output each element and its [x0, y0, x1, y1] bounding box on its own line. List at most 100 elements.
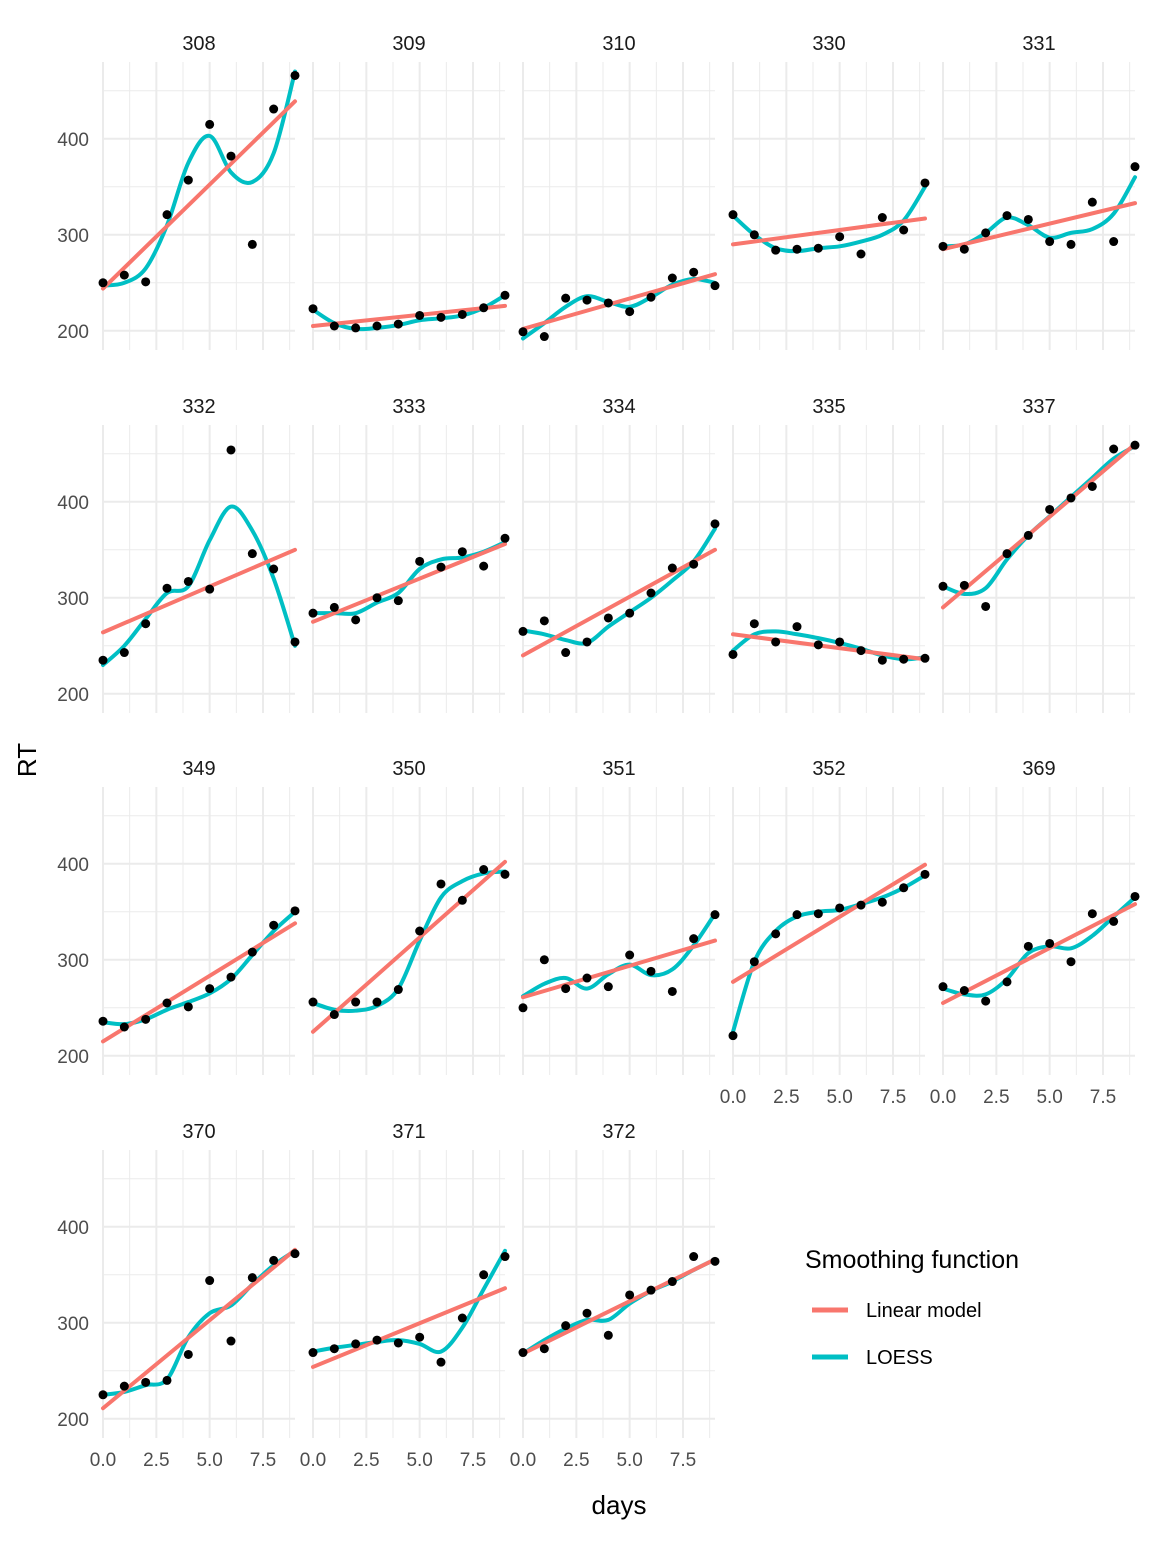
data-point [1130, 162, 1140, 172]
data-point [479, 865, 489, 875]
data-point [1045, 938, 1055, 948]
data-point [457, 1313, 467, 1323]
data-point [479, 303, 489, 313]
data-point [351, 997, 361, 1007]
panel-370: 370 200 300 400 0.0 2.5 5.0 7.5 [57, 1121, 300, 1471]
data-point [710, 281, 720, 291]
data-point [539, 616, 549, 626]
data-point [479, 561, 489, 571]
data-point [500, 533, 510, 543]
y-tick-label: 300 [57, 1314, 89, 1335]
data-point [329, 321, 339, 331]
data-point [290, 1249, 300, 1259]
data-point [959, 986, 969, 996]
y-tick-label: 200 [57, 685, 89, 706]
data-point [728, 210, 738, 220]
y-tick-label: 400 [57, 130, 89, 151]
data-point [646, 588, 656, 598]
loess-line [731, 184, 927, 254]
data-point [1002, 211, 1012, 221]
data-point [415, 1332, 425, 1342]
y-tick-label: 200 [57, 1047, 89, 1068]
panel-title: 352 [812, 758, 845, 780]
data-point [899, 654, 909, 664]
x-axis-title: days [592, 1490, 647, 1520]
data-point [436, 1357, 446, 1367]
data-point [457, 547, 467, 557]
data-point [625, 950, 635, 960]
panel-title: 308 [182, 33, 215, 55]
x-tick-label: 0.0 [300, 1450, 326, 1471]
data-point [539, 332, 549, 342]
data-point [835, 232, 845, 242]
data-point [247, 947, 257, 957]
data-point [415, 926, 425, 936]
data-point [710, 519, 720, 529]
data-point [792, 244, 802, 254]
x-tick-label: 7.5 [880, 1087, 906, 1108]
x-tick-label: 7.5 [460, 1450, 486, 1471]
data-point [877, 655, 887, 665]
data-point [646, 1285, 656, 1295]
data-point [119, 648, 129, 658]
panel-334: 334 [518, 396, 720, 713]
data-point [329, 1010, 339, 1020]
panel-title: 337 [1022, 396, 1055, 418]
x-tick-label: 5.0 [1036, 1087, 1062, 1108]
data-point [162, 1375, 172, 1385]
data-point [877, 213, 887, 223]
y-tick-label: 200 [57, 1410, 89, 1431]
data-point [603, 613, 613, 623]
data-point [561, 1321, 571, 1331]
data-point [771, 929, 781, 939]
data-point [205, 119, 215, 129]
data-point [269, 564, 279, 574]
data-point [938, 581, 948, 591]
data-point [518, 327, 528, 337]
panel-title: 332 [182, 396, 215, 418]
loess-line [521, 526, 717, 646]
panel-title: 331 [1022, 33, 1055, 55]
data-point [205, 984, 215, 994]
panels-layer: 308 200 300 400 309 310 330 331 332 200 300 400 333 3… [57, 33, 1140, 1471]
data-point [1087, 909, 1097, 919]
panel-title: 334 [602, 396, 635, 418]
legend-label: LOESS [866, 1347, 933, 1369]
data-point [1066, 957, 1076, 967]
loess-line [731, 873, 927, 1034]
panel-351: 351 [518, 758, 720, 1075]
data-point [98, 1390, 108, 1400]
y-tick-label: 300 [57, 951, 89, 972]
y-tick-label: 200 [57, 322, 89, 343]
loess-line [101, 504, 297, 667]
linear-model-line [311, 542, 507, 624]
panel-title: 370 [182, 1121, 215, 1143]
data-point [813, 243, 823, 253]
data-point [351, 1339, 361, 1349]
legend-label: Linear model [866, 1300, 982, 1322]
data-point [1023, 530, 1033, 540]
loess-line [731, 629, 927, 662]
data-point [749, 230, 759, 240]
linear-model-line [941, 201, 1137, 252]
data-point [667, 563, 677, 573]
data-point [162, 998, 172, 1008]
data-point [290, 906, 300, 916]
data-point [1045, 237, 1055, 247]
panel-title: 330 [812, 33, 845, 55]
x-tick-label: 2.5 [773, 1087, 799, 1108]
panel-352: 352 0.0 2.5 5.0 7.5 [720, 758, 930, 1108]
data-point [141, 1377, 151, 1387]
data-point [436, 562, 446, 572]
data-point [689, 267, 699, 277]
panel-331: 331 [938, 33, 1140, 350]
data-point [813, 909, 823, 919]
data-point [582, 295, 592, 305]
data-point [500, 869, 510, 879]
data-point [1109, 237, 1119, 247]
data-point [500, 290, 510, 300]
legend: Smoothing function Linear model LOESS [805, 1246, 1019, 1369]
panel-title: 371 [392, 1121, 425, 1143]
x-tick-label: 5.0 [616, 1450, 642, 1471]
panel-350: 350 [308, 758, 510, 1075]
